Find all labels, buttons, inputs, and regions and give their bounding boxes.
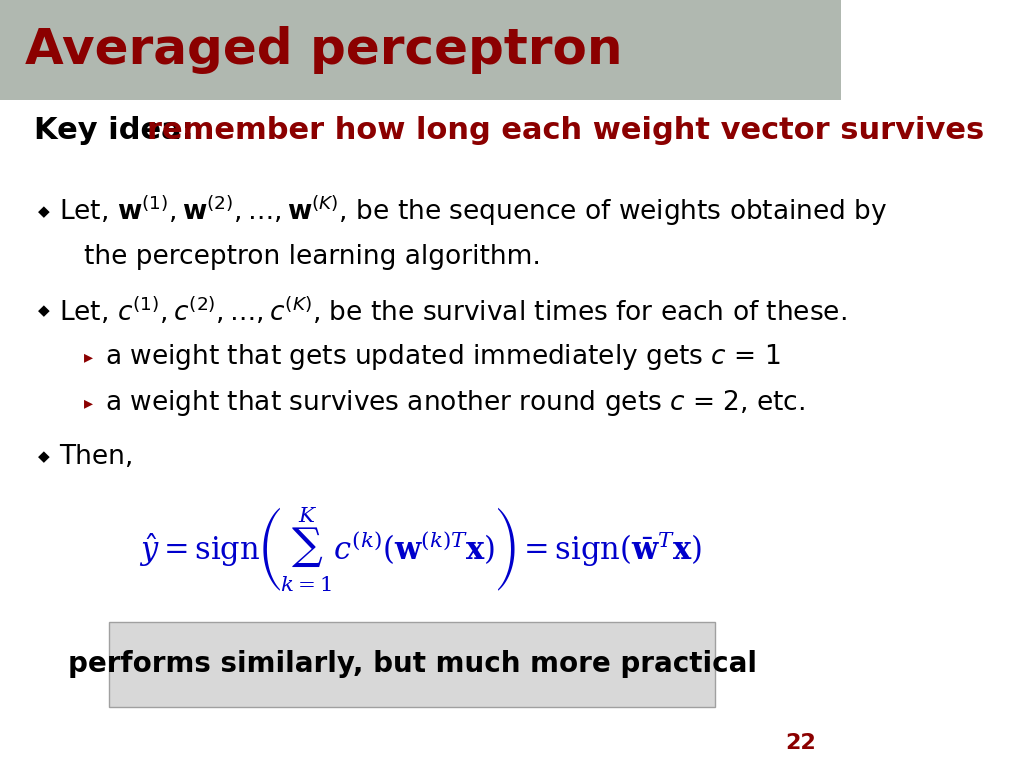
Text: $\hat{y} = \mathrm{sign}\left(\sum_{k=1}^{K} c^{(k)}\left(\mathbf{w}^{(k)T}\math: $\hat{y} = \mathrm{sign}\left(\sum_{k=1}…	[139, 505, 702, 594]
Text: ◆: ◆	[38, 204, 49, 219]
Text: the perceptron learning algorithm.: the perceptron learning algorithm.	[84, 244, 541, 270]
Text: 22: 22	[785, 733, 816, 753]
Text: Let, $c^{(1)}, c^{(2)}, \ldots, c^{(K)}$, be the survival times for each of thes: Let, $c^{(1)}, c^{(2)}, \ldots, c^{(K)}$…	[59, 295, 847, 327]
Text: ▸: ▸	[84, 348, 93, 366]
Text: Then,: Then,	[59, 444, 133, 470]
Text: remember how long each weight vector survives: remember how long each weight vector sur…	[147, 116, 984, 145]
FancyBboxPatch shape	[110, 622, 715, 707]
Text: Key idea:: Key idea:	[34, 116, 204, 145]
Text: a weight that gets updated immediately gets $c$ = 1: a weight that gets updated immediately g…	[105, 342, 780, 372]
Text: performs similarly, but much more practical: performs similarly, but much more practi…	[68, 650, 757, 678]
Text: a weight that survives another round gets $c$ = 2, etc.: a weight that survives another round get…	[105, 388, 805, 419]
Text: Let, $\mathbf{w}^{(1)}, \mathbf{w}^{(2)}, \ldots, \mathbf{w}^{(K)}$, be the sequ: Let, $\mathbf{w}^{(1)}, \mathbf{w}^{(2)}…	[59, 194, 888, 228]
Text: Averaged perceptron: Averaged perceptron	[26, 26, 623, 74]
FancyBboxPatch shape	[0, 0, 842, 100]
Text: ◆: ◆	[38, 303, 49, 319]
Text: ◆: ◆	[38, 449, 49, 465]
Text: ▸: ▸	[84, 394, 93, 412]
